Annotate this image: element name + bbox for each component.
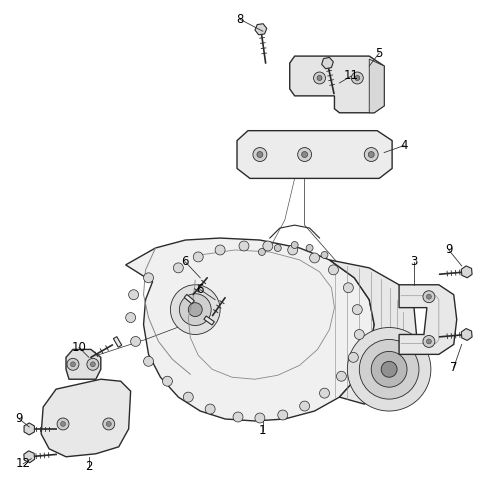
Text: 9: 9 <box>445 244 453 256</box>
Circle shape <box>310 253 320 263</box>
Text: 2: 2 <box>85 460 93 473</box>
Circle shape <box>193 252 203 262</box>
Circle shape <box>90 362 96 367</box>
Circle shape <box>426 294 432 299</box>
Circle shape <box>348 353 358 362</box>
Polygon shape <box>290 56 384 113</box>
Circle shape <box>67 358 79 370</box>
Polygon shape <box>322 57 333 69</box>
Polygon shape <box>113 337 122 347</box>
Circle shape <box>368 152 374 158</box>
Polygon shape <box>126 238 374 421</box>
Circle shape <box>306 245 313 251</box>
Circle shape <box>300 401 310 411</box>
Circle shape <box>328 265 338 275</box>
Text: 8: 8 <box>236 13 244 26</box>
Circle shape <box>348 327 431 411</box>
Circle shape <box>257 152 263 158</box>
Text: 10: 10 <box>72 341 86 354</box>
Text: 11: 11 <box>344 70 359 82</box>
Text: 12: 12 <box>16 457 31 470</box>
Circle shape <box>183 392 193 402</box>
Circle shape <box>291 242 298 248</box>
Circle shape <box>298 148 312 162</box>
Circle shape <box>263 241 273 251</box>
Text: 4: 4 <box>400 139 408 152</box>
Circle shape <box>351 72 363 84</box>
Polygon shape <box>461 266 472 278</box>
Circle shape <box>381 361 397 377</box>
Circle shape <box>301 152 308 158</box>
Circle shape <box>205 404 215 414</box>
Text: 3: 3 <box>410 255 418 269</box>
Circle shape <box>57 418 69 430</box>
Circle shape <box>313 72 325 84</box>
Polygon shape <box>24 451 35 463</box>
Circle shape <box>180 294 211 326</box>
Circle shape <box>274 245 281 251</box>
Text: 6: 6 <box>196 283 204 296</box>
Circle shape <box>131 336 141 347</box>
Polygon shape <box>184 295 194 304</box>
Polygon shape <box>24 423 35 435</box>
Circle shape <box>71 362 75 367</box>
Circle shape <box>423 335 435 348</box>
Circle shape <box>426 339 432 344</box>
Circle shape <box>360 339 419 399</box>
Circle shape <box>355 76 360 81</box>
Text: 9: 9 <box>15 412 23 426</box>
Text: 1: 1 <box>259 424 266 437</box>
Circle shape <box>144 356 154 366</box>
Circle shape <box>352 304 362 315</box>
Polygon shape <box>399 285 457 355</box>
Circle shape <box>253 148 267 162</box>
Circle shape <box>60 421 65 427</box>
Circle shape <box>188 302 202 317</box>
Polygon shape <box>41 379 131 457</box>
Circle shape <box>162 376 172 386</box>
Circle shape <box>371 352 407 387</box>
Circle shape <box>129 290 139 300</box>
Circle shape <box>343 283 353 293</box>
Circle shape <box>336 371 347 381</box>
Circle shape <box>258 248 265 255</box>
Text: 5: 5 <box>375 47 383 59</box>
Polygon shape <box>369 59 384 113</box>
Circle shape <box>320 388 329 398</box>
Circle shape <box>239 241 249 251</box>
Circle shape <box>288 245 298 255</box>
Text: 6: 6 <box>181 255 189 269</box>
Polygon shape <box>66 350 101 379</box>
Polygon shape <box>204 316 215 325</box>
Circle shape <box>103 418 115 430</box>
Circle shape <box>87 358 99 370</box>
Circle shape <box>173 263 183 273</box>
Circle shape <box>321 251 328 258</box>
Circle shape <box>106 421 111 427</box>
Polygon shape <box>461 328 472 340</box>
Circle shape <box>170 285 220 334</box>
Circle shape <box>423 291 435 302</box>
Circle shape <box>278 410 288 420</box>
Circle shape <box>126 313 136 323</box>
Polygon shape <box>255 24 267 35</box>
Circle shape <box>215 245 225 255</box>
Circle shape <box>233 412 243 422</box>
Circle shape <box>354 329 364 339</box>
Polygon shape <box>329 260 417 404</box>
Text: 7: 7 <box>450 361 457 374</box>
Polygon shape <box>237 131 392 178</box>
Circle shape <box>255 413 265 423</box>
Circle shape <box>317 76 322 81</box>
Circle shape <box>144 273 154 283</box>
Circle shape <box>364 148 378 162</box>
